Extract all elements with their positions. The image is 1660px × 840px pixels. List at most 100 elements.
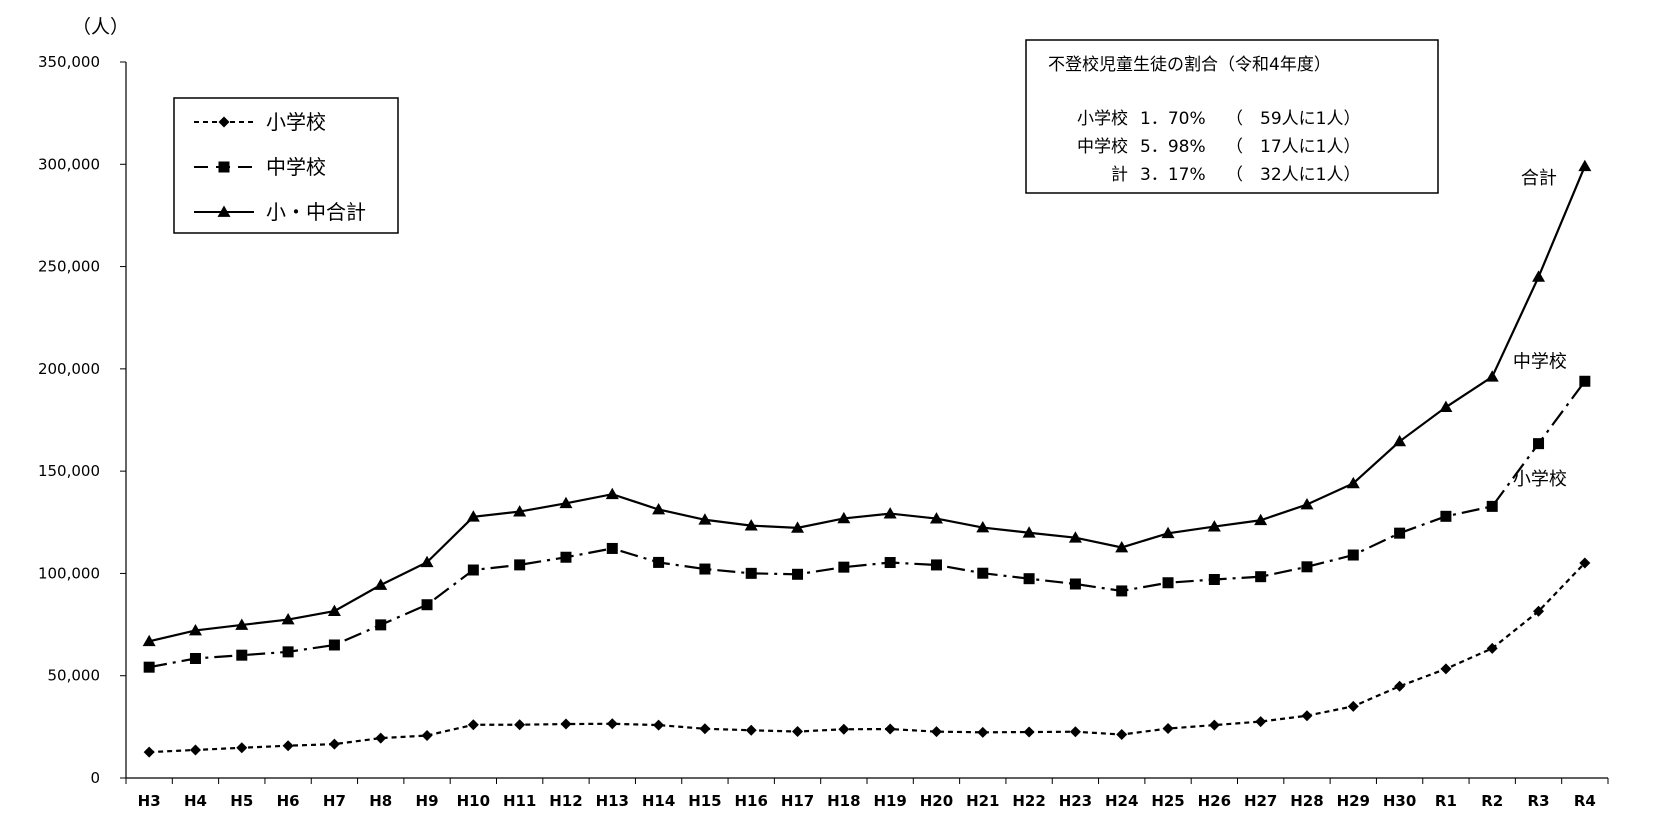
legend-label: 小学校 — [266, 110, 326, 134]
square-marker — [421, 599, 433, 611]
triangle-marker — [513, 505, 527, 517]
diamond-marker — [189, 744, 201, 756]
triangle-marker — [652, 502, 666, 515]
x-tick-label: H4 — [184, 792, 207, 810]
series-end-label-0: 小学校 — [1513, 469, 1567, 490]
y-unit-label: （人） — [72, 16, 129, 38]
x-tick-label: H17 — [781, 792, 814, 810]
triangle-marker — [1485, 370, 1499, 382]
y-tick-label: 250,000 — [38, 258, 100, 276]
square-marker — [1023, 573, 1035, 585]
diamond-marker — [745, 724, 757, 736]
triangle-marker — [1115, 540, 1129, 553]
square-marker — [328, 639, 340, 651]
x-tick-label: H14 — [642, 792, 675, 810]
y-tick-label: 0 — [90, 769, 100, 787]
series-line-0 — [149, 562, 1586, 754]
triangle-marker — [281, 613, 295, 625]
square-marker — [1162, 577, 1174, 589]
triangle-marker — [1578, 159, 1592, 172]
info-row-0: 小学校 1．70% （ 59人に1人） — [1077, 109, 1360, 129]
info-row-ratio: （ 17人に1人） — [1226, 137, 1360, 157]
square-marker — [467, 564, 479, 576]
diamond-marker — [838, 723, 850, 735]
diamond-marker — [1301, 710, 1313, 722]
x-tick-label: H3 — [138, 792, 161, 810]
y-tick-label: 300,000 — [38, 155, 100, 173]
diamond-marker — [1023, 726, 1035, 738]
series-1 — [143, 375, 1591, 673]
diamond-marker — [143, 746, 155, 758]
x-tick-label: H9 — [416, 792, 439, 810]
triangle-marker — [142, 634, 156, 647]
info-row-percent: 5．98% — [1140, 137, 1206, 157]
x-tick-label: R4 — [1574, 792, 1596, 810]
triangle-marker — [1022, 526, 1036, 538]
x-tick-label: H8 — [369, 792, 392, 810]
y-tick-label: 100,000 — [38, 564, 100, 582]
triangle-marker — [1300, 498, 1314, 510]
x-tick-label: H25 — [1151, 792, 1184, 810]
triangle-marker — [929, 512, 943, 524]
diamond-marker — [884, 723, 896, 735]
x-tick-label: H10 — [457, 792, 490, 810]
diamond-marker — [1394, 680, 1406, 692]
legend-box — [173, 97, 399, 234]
x-tick-label: H30 — [1383, 792, 1416, 810]
square-marker — [1440, 510, 1452, 522]
triangle-marker — [374, 578, 388, 590]
diamond-marker — [1255, 716, 1267, 728]
diamond-marker — [930, 726, 942, 738]
legend-item-2: 小・中合計 — [194, 200, 366, 224]
diamond-marker — [1486, 642, 1498, 654]
square-marker — [792, 568, 804, 580]
diamond-marker — [514, 719, 526, 731]
info-row-percent: 3．17% — [1140, 165, 1206, 185]
legend-item-1: 中学校 — [194, 155, 326, 179]
x-tick-label: H21 — [966, 792, 999, 810]
triangle-marker — [1532, 270, 1546, 282]
square-marker — [606, 542, 618, 554]
diamond-marker — [699, 723, 711, 735]
diamond-marker — [1116, 729, 1128, 741]
diamond-marker — [1579, 557, 1591, 569]
square-marker — [560, 551, 572, 563]
y-tick-label: 50,000 — [48, 667, 101, 685]
square-marker — [1347, 549, 1359, 561]
triangle-marker — [791, 521, 805, 533]
x-tick-label: H12 — [549, 792, 582, 810]
legend-label: 中学校 — [266, 155, 326, 179]
square-marker — [745, 567, 757, 579]
x-tick-label: H26 — [1198, 792, 1231, 810]
x-tick-label: H22 — [1012, 792, 1045, 810]
square-marker — [838, 561, 850, 573]
x-tick-label: H16 — [735, 792, 768, 810]
triangle-marker — [327, 604, 341, 616]
diamond-marker — [1069, 726, 1081, 738]
x-tick-label: H11 — [503, 792, 536, 810]
square-marker — [930, 559, 942, 571]
info-box: 不登校児童生徒の割合（令和4年度） 小学校 1．70% （ 59人に1人） 中学校 5．9… — [1025, 39, 1439, 194]
square-marker — [1116, 585, 1128, 597]
series-end-label-1: 中学校 — [1513, 351, 1567, 372]
square-marker — [1533, 438, 1545, 450]
x-tick-label: R1 — [1435, 792, 1457, 810]
info-row-2: 計 3．17% （ 32人に1人） — [1111, 165, 1360, 185]
x-tick-label: H29 — [1337, 792, 1370, 810]
x-tick-label: R2 — [1481, 792, 1503, 810]
x-tick-label: H5 — [230, 792, 253, 810]
legend-item-0: 小学校 — [194, 110, 326, 134]
triangle-marker — [1161, 526, 1175, 539]
diamond-marker — [653, 719, 665, 731]
diamond-marker — [218, 116, 230, 128]
square-marker — [1069, 578, 1081, 590]
diamond-marker — [977, 726, 989, 738]
square-marker — [282, 646, 294, 658]
triangle-marker — [420, 555, 434, 568]
triangle-marker — [1207, 520, 1221, 532]
diamond-marker — [421, 730, 433, 742]
triangle-marker — [1393, 434, 1407, 447]
square-marker — [1579, 375, 1591, 387]
triangle-marker — [744, 519, 758, 531]
